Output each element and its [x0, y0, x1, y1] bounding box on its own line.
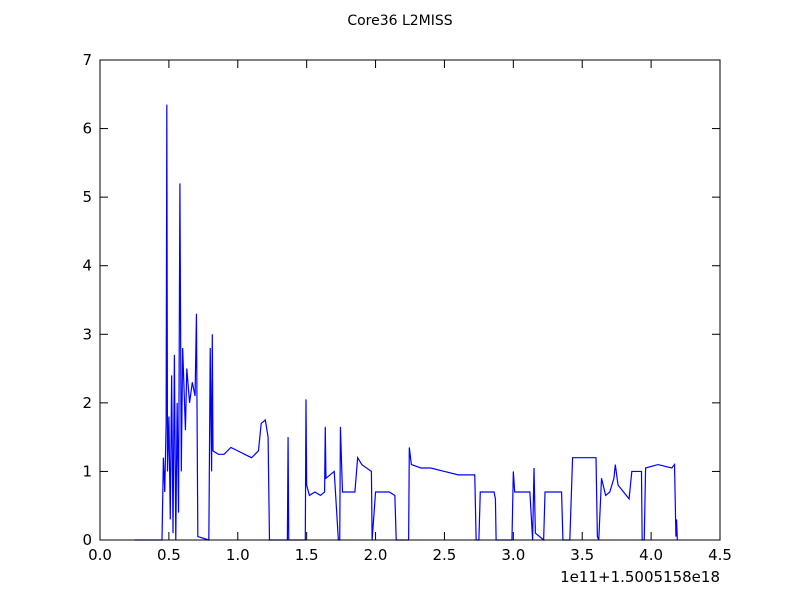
x-tick-label: 2.0 [364, 546, 388, 564]
y-tick-label: 4 [82, 257, 92, 275]
x-tick-label: 1.0 [226, 546, 250, 564]
x-offset-label: 1e11+1.5005158e18 [560, 568, 720, 586]
y-tick-label: 2 [82, 394, 92, 412]
plot-frame [99, 59, 721, 541]
x-tick-label: 1.5 [295, 546, 319, 564]
x-tick-label: 4.5 [708, 546, 732, 564]
chart-title: Core36 L2MISS [347, 13, 452, 29]
y-tick-label: 7 [82, 51, 92, 69]
data-line [134, 104, 678, 542]
x-tick-label: 2.5 [433, 546, 457, 564]
x-tick-label: 3.5 [570, 546, 594, 564]
x-tick-label: 3.0 [501, 546, 525, 564]
y-tick-label: 5 [82, 188, 92, 206]
y-tick-label: 1 [82, 462, 92, 480]
y-tick-label: 3 [82, 325, 92, 343]
x-tick-label: 4.0 [639, 546, 663, 564]
x-tick-label: 0.0 [88, 546, 112, 564]
y-tick-label: 0 [82, 531, 92, 549]
x-tick-label: 0.5 [157, 546, 181, 564]
y-tick-label: 6 [82, 120, 92, 138]
